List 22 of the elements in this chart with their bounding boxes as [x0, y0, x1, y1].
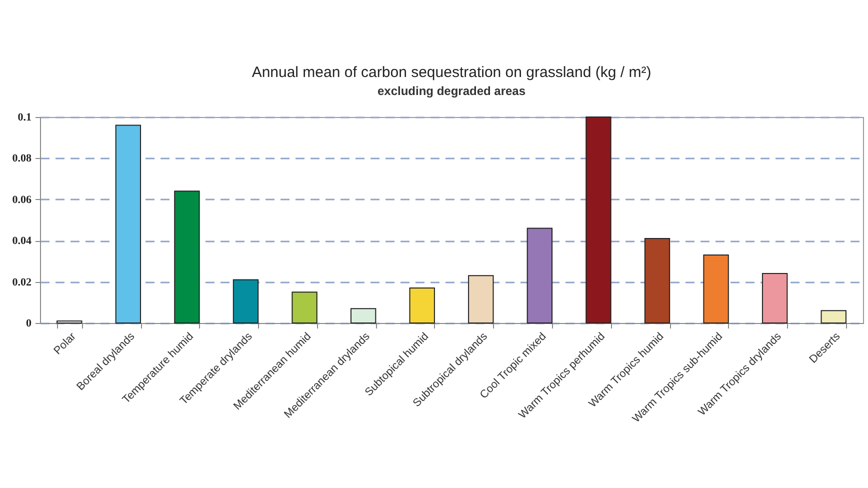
- y-tick-label: 0: [26, 318, 32, 330]
- y-tick-label: 0.08: [12, 152, 32, 165]
- y-tick-label: 0.04: [12, 235, 32, 248]
- bar: [820, 310, 846, 324]
- bar: [56, 320, 82, 324]
- bar: [762, 273, 788, 324]
- bar: [703, 254, 729, 324]
- bar: [350, 308, 376, 324]
- bar: [174, 190, 200, 324]
- bar: [115, 124, 142, 324]
- bar: [292, 292, 318, 324]
- y-tick-label: 0.1: [18, 112, 32, 124]
- bar: [409, 287, 435, 324]
- chart-subtitle: excluding degraded areas: [377, 84, 526, 98]
- bar: [232, 279, 259, 324]
- bar: [526, 228, 553, 324]
- bar: [586, 116, 612, 324]
- y-tick-label: 0.02: [12, 276, 32, 288]
- bar: [468, 275, 494, 324]
- y-tick-label: 0.06: [12, 194, 32, 206]
- chart-title: Annual mean of carbon sequestration on grassland (kg / m²): [252, 64, 652, 81]
- bar: [644, 238, 670, 324]
